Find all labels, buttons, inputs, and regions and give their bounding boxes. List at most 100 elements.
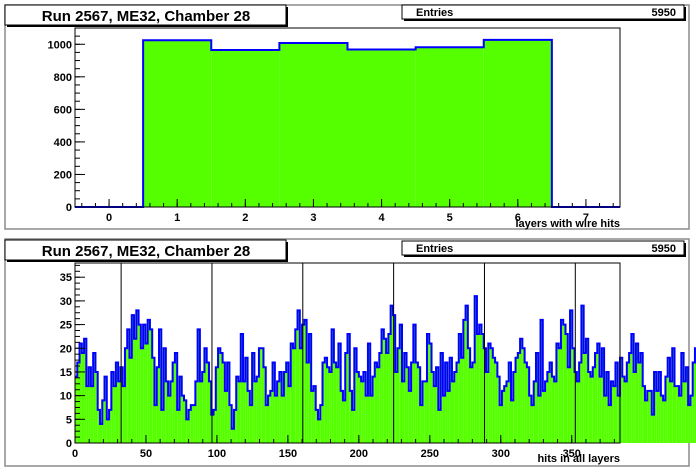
histogram-bin — [277, 381, 280, 443]
histogram-bin — [297, 310, 300, 443]
y-tick-label: 600 — [54, 104, 72, 116]
histogram-bin — [579, 362, 582, 443]
histogram-bin — [551, 376, 555, 443]
histogram-bin — [601, 348, 605, 443]
y-tick-label: 400 — [54, 137, 72, 149]
histogram-bin — [402, 381, 405, 443]
histogram-bin — [629, 353, 632, 443]
histogram-bin — [283, 371, 287, 443]
histogram-bin — [109, 409, 112, 443]
x-tick-label: 250 — [421, 448, 439, 460]
histogram-bin — [336, 367, 339, 443]
histogram-bin — [138, 324, 141, 443]
histogram-bin — [349, 390, 353, 443]
histogram-bin — [354, 348, 357, 443]
histogram-bin — [481, 334, 484, 443]
histogram-bin — [445, 362, 448, 443]
histogram-bin — [279, 371, 282, 443]
histogram-bin — [149, 329, 153, 443]
histogram-bin — [415, 47, 484, 208]
histogram-bin — [595, 353, 598, 443]
histogram-bin — [490, 348, 493, 443]
histogram-bin — [152, 357, 155, 443]
histogram-bin — [247, 390, 250, 443]
y-tick-label: 0 — [66, 202, 72, 214]
histogram-bin — [508, 362, 511, 443]
histogram-bin — [535, 353, 539, 443]
x-tick-label: 200 — [350, 448, 368, 460]
histogram-bin — [211, 49, 280, 207]
histogram-bin — [261, 348, 264, 443]
histogram-bin — [313, 386, 316, 443]
histogram-bin — [299, 348, 303, 443]
histogram-bin — [281, 395, 284, 443]
histogram-bin — [140, 348, 144, 443]
histogram-bin — [556, 343, 559, 443]
x-tick-label: 5 — [447, 212, 453, 224]
histogram-bin — [197, 329, 200, 443]
histogram-bin — [622, 376, 625, 443]
histogram-bin — [288, 386, 291, 443]
x-tick-label: 350 — [563, 448, 581, 460]
stats-label: Entries — [416, 7, 453, 19]
histogram-bin — [361, 381, 364, 443]
histogram-bin — [156, 367, 160, 443]
histogram-bin — [290, 343, 293, 443]
histogram-bin — [463, 319, 466, 443]
y-tick-label: 0 — [66, 438, 72, 450]
histogram-bin — [656, 390, 659, 443]
y-tick-label: 1000 — [48, 39, 72, 51]
histogram-bin — [565, 334, 568, 443]
histogram-bin — [193, 405, 196, 443]
histogram-bin — [97, 409, 100, 443]
x-tick-label: 4 — [379, 212, 386, 224]
histogram-bin — [233, 409, 237, 443]
y-tick-label: 15 — [60, 367, 72, 379]
histogram-bin — [467, 348, 471, 443]
histogram-bin — [154, 405, 157, 443]
histogram-bin — [304, 319, 307, 443]
histogram-bin — [572, 348, 575, 443]
histogram-bin — [215, 367, 219, 443]
histogram-bin — [99, 424, 103, 443]
histogram-bin — [674, 386, 677, 443]
histogram-bin — [585, 338, 589, 443]
histogram-bin — [240, 334, 244, 443]
histogram-bin — [667, 357, 670, 443]
histogram-bin — [365, 395, 368, 443]
histogram-bin — [631, 334, 634, 443]
x-tick-label: 0 — [106, 212, 112, 224]
histogram-bin — [352, 409, 355, 443]
histogram-bin — [420, 405, 423, 443]
histogram-bin — [143, 40, 212, 207]
y-tick-label: 30 — [60, 296, 72, 308]
histogram-bin — [338, 343, 341, 443]
histogram-bin — [422, 381, 425, 443]
histogram-bin — [531, 405, 534, 443]
histogram-bin — [533, 381, 536, 443]
stats-box: Entries 5950 — [401, 4, 686, 21]
histogram-bin — [122, 386, 125, 443]
y-tick-label: 20 — [60, 343, 72, 355]
histogram-bin — [195, 381, 198, 443]
histogram-bin — [599, 376, 602, 443]
histogram-bin — [429, 343, 432, 443]
histogram-bin — [620, 357, 623, 443]
histogram-bin — [236, 376, 239, 443]
histogram-bin — [327, 367, 330, 443]
histogram-bin — [145, 343, 148, 443]
histogram-bin — [558, 348, 561, 443]
histogram-bin — [465, 305, 468, 443]
histogram-bin — [413, 324, 416, 443]
histogram-bin — [113, 386, 116, 443]
histogram-bin — [454, 371, 457, 443]
histogram-bin — [188, 409, 191, 443]
histogram-bin — [624, 381, 627, 443]
histogram-bin — [79, 343, 82, 443]
histogram-bin — [227, 362, 230, 443]
histogram-bin — [638, 362, 641, 443]
y-tick-label: 35 — [60, 272, 72, 284]
histogram-bin — [606, 371, 609, 443]
